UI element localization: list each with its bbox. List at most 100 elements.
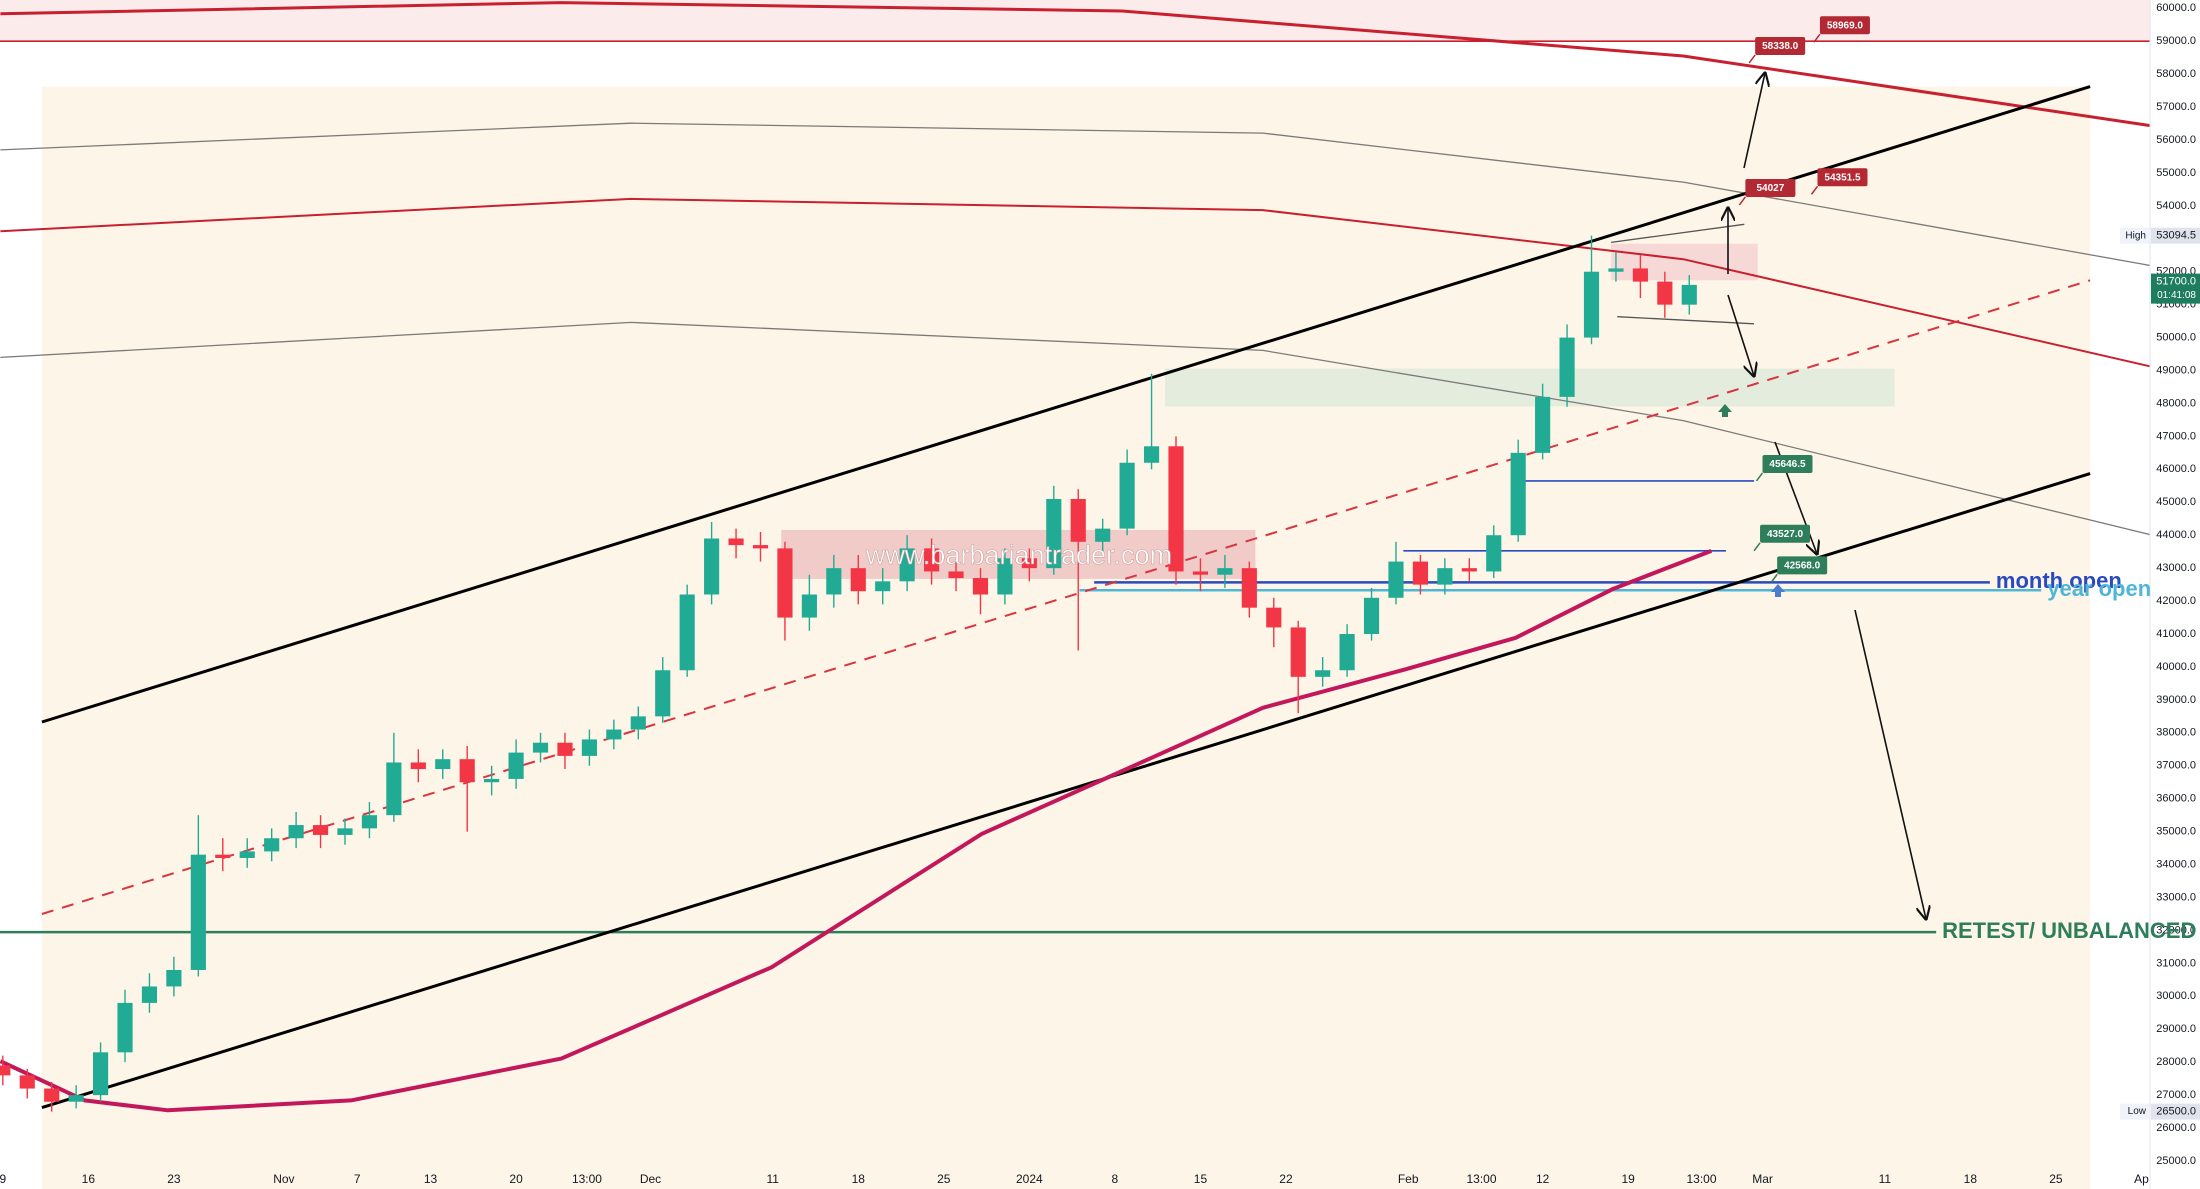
annotation-pointer [1738,196,1746,206]
annotation-pointer [1753,542,1761,552]
candle-body [557,742,573,756]
x-tick-label: Ap [2134,1172,2149,1186]
candle-body [1241,568,1257,608]
annotation-box [1762,454,1813,473]
candle-body [1192,571,1209,575]
candle-body [288,825,304,839]
candle-body [606,729,622,740]
drawings [1718,73,1926,919]
plot-area [0,0,2154,1189]
candle-body [1437,568,1453,585]
candle-body [361,815,378,829]
x-tick-label: 19 [1621,1172,1635,1186]
arrow [1727,294,1754,376]
candle-body [1095,528,1111,542]
y-tick-label: 36000.0 [2156,793,2196,805]
candle-body [93,1052,109,1096]
price-label-countdown: 01:41:08 [2157,290,2196,301]
x-tick-label: 18 [852,1172,866,1186]
y-tick-label: 59000.0 [2156,35,2196,47]
candle-body [1388,561,1404,598]
candle-body [997,558,1013,595]
candle-body [752,545,769,549]
price-label-name-box [2120,227,2149,244]
candle-body [1070,498,1086,542]
candle-body [679,594,695,671]
candle-body [1510,452,1526,536]
y-tick-label: 28000.0 [2156,1056,2196,1068]
trend-line [41,472,2091,1110]
candle-body [1143,446,1160,463]
x-tick-label: 8 [1112,1172,1119,1186]
candle-body [239,851,255,858]
y-tick-label: 41000.0 [2156,628,2196,640]
x-tick-label: 16 [82,1172,96,1186]
candle-body [166,969,182,987]
y-tick-label: 45000.0 [2156,496,2196,508]
price-label-box [2151,273,2200,304]
x-tick-label: 11 [766,1172,779,1186]
arrow [1743,73,1765,169]
y-tick-label: 29000.0 [2156,1023,2196,1035]
candle-body [801,594,817,618]
price-axis: 25000.0 26000.0 27000.0 28000.0 29000.0 30000… [2120,0,2200,1189]
x-tick-label: 20 [509,1172,523,1186]
y-tick-label: 37000.0 [2156,760,2196,772]
level-label: RETEST/ UNBALANCED [1942,918,2196,943]
arrow [1854,609,1926,919]
price-label-value: 26500.0 [2156,1106,2196,1118]
candle-body [68,1095,84,1102]
y-tick-label: 34000.0 [2156,858,2196,870]
trend-line [41,279,2091,915]
zone [1165,368,1895,407]
annotation-pointer [1748,54,1756,64]
zone [41,86,2091,1189]
y-tick-label: 38000.0 [2156,727,2196,739]
x-tick-label: 12 [1536,1172,1550,1186]
candle-body [948,571,964,579]
candle-body [1119,462,1135,529]
annotation-label: 45646.5 [1769,459,1806,470]
y-tick-label: 31000.0 [2156,957,2196,969]
annotation-box [1745,178,1796,197]
candle-body [1535,396,1551,453]
annotation-pointer [1813,33,1821,43]
y-tick-label: 26000.0 [2156,1122,2196,1134]
candle-body [410,762,426,770]
up-icon [1771,584,1785,597]
trend-line [0,122,2154,267]
candle-body [312,825,329,835]
y-tick-label: 44000.0 [2156,529,2196,541]
candle-body [1681,284,1697,305]
price-label-name: Low [2128,1106,2147,1117]
candle-body [1657,281,1673,305]
x-tick-label: Mar [1752,1172,1773,1186]
x-tick-label: 22 [1279,1172,1293,1186]
candle-body [532,742,549,753]
x-tick-label: Dec [640,1172,661,1186]
candle-body [728,538,744,546]
x-tick-label: Nov [273,1172,294,1186]
candle-body [0,1065,11,1076]
x-tick-label: 7 [354,1172,361,1186]
price-label-box [2151,227,2200,244]
x-tick-label: 13:00 [572,1172,602,1186]
candle-body [1168,446,1184,572]
x-tick-label: 13:00 [1467,1172,1497,1186]
candle-body [1266,607,1282,628]
x-tick-label: 23 [167,1172,181,1186]
candle-body [924,548,940,572]
annotation-label: 54027 [1756,183,1784,194]
candle-body [899,548,915,582]
candle-body [875,581,891,592]
annotation-box [1819,16,1870,35]
candle-body [1217,568,1233,575]
candle-body [508,752,524,779]
candle-body [581,739,597,756]
candle-body [117,1002,133,1053]
candle-body [1339,634,1355,671]
y-tick-label: 30000.0 [2156,990,2196,1002]
